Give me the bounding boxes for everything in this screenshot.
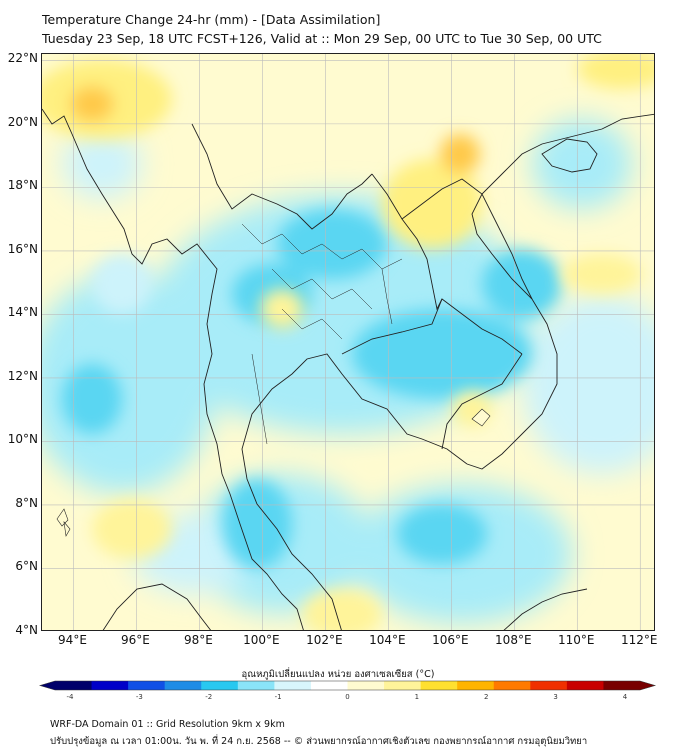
colorbar-cell [603,681,641,690]
hainan-island [541,138,598,173]
myanmar-coast [42,108,223,475]
colorbar-tick-label: -4 [66,693,74,701]
colorbar-cell [55,681,93,690]
colorbar-tick-label: 1 [414,693,420,701]
colorbar-tick-label: -2 [205,693,213,701]
colorbar-cell [420,681,458,690]
latitude-label: 6°N [15,559,38,574]
border-myanmar-thailand [191,123,373,230]
colorbar-cell [530,681,568,690]
colorbar-tick-label: 4 [622,693,628,701]
border-thailand-cambodia [341,298,523,355]
credit-line: ปรับปรุงข้อมูล ณ เวลา 01:00น. วัน พ. ที่… [50,736,588,747]
colorbar [38,680,657,691]
graticule [42,54,654,630]
colorbar-cell [128,681,166,690]
colorbar-min-extension [40,681,55,690]
model-info: WRF-DA Domain 01 :: Grid Resolution 9km … [50,719,285,730]
longitude-label: 106°E [432,633,469,647]
warming-field [42,54,654,630]
latitude-label: 12°N [7,368,38,383]
colorbar-cell [164,681,202,690]
latitude-label: 8°N [15,495,38,510]
sumatra-coast [102,583,212,630]
longitude-label: 110°E [558,633,595,647]
vietnam-coast [466,113,654,470]
latitude-label: 18°N [7,178,38,193]
malay-peninsula [221,473,304,630]
colorbar-cell [566,681,604,690]
latitude-label: 20°N [7,114,38,129]
border-thailand-laos [371,173,443,311]
colorbar-cell [384,681,422,690]
colorbar-tick-label: -1 [274,693,282,701]
colorbar-tick-label: 3 [553,693,558,701]
colorbar-cell [310,681,348,690]
longitude-label: 102°E [306,633,343,647]
map-panel [41,53,655,631]
colorbar-tick-label: 2 [484,693,489,701]
map-title: Temperature Change 24-hr (mm) - [Data As… [42,12,381,27]
colorbar-cell [347,681,385,690]
temperature-change-map [42,54,654,630]
colorbar-tick-label: 0 [345,693,350,701]
latitude-label: 10°N [7,432,38,447]
thai-provinces [241,223,403,445]
colorbar-cell [237,681,275,690]
colorbar-max-extension [640,681,655,690]
colorbar-cell [201,681,239,690]
colorbar-cell [91,681,129,690]
colorbar-outline [38,680,657,691]
borneo-coast [503,588,588,630]
latitude-label: 16°N [7,241,38,256]
longitude-label: 104°E [369,633,406,647]
colorbar-cell [493,681,531,690]
latitude-label: 22°N [7,51,38,66]
coastlines-and-borders [42,108,654,630]
colorbar-title: อุณหภูมิเปลี่ยนแปลง หน่วย องศาเซลเซียส (… [241,669,435,680]
map-subtitle: Tuesday 23 Sep, 18 UTC FCST+126, Valid a… [42,31,602,46]
latitude-label: 4°N [15,623,38,637]
border-cambodia-vietnam [441,353,523,450]
latitude-label: 14°N [7,305,38,320]
border-laos-vietnam [401,178,533,300]
gulf-of-thailand-coast [241,353,468,630]
colorbar-cell [274,681,312,690]
colorbar-tick-label: -3 [135,693,143,701]
longitude-label: 96°E [121,633,150,647]
islands [56,408,491,537]
longitude-label: 112°E [621,633,658,647]
longitude-label: 100°E [243,633,280,647]
longitude-label: 98°E [183,633,213,647]
longitude-label: 94°E [58,633,87,647]
colorbar-cell [457,681,495,690]
longitude-label: 108°E [495,633,532,647]
